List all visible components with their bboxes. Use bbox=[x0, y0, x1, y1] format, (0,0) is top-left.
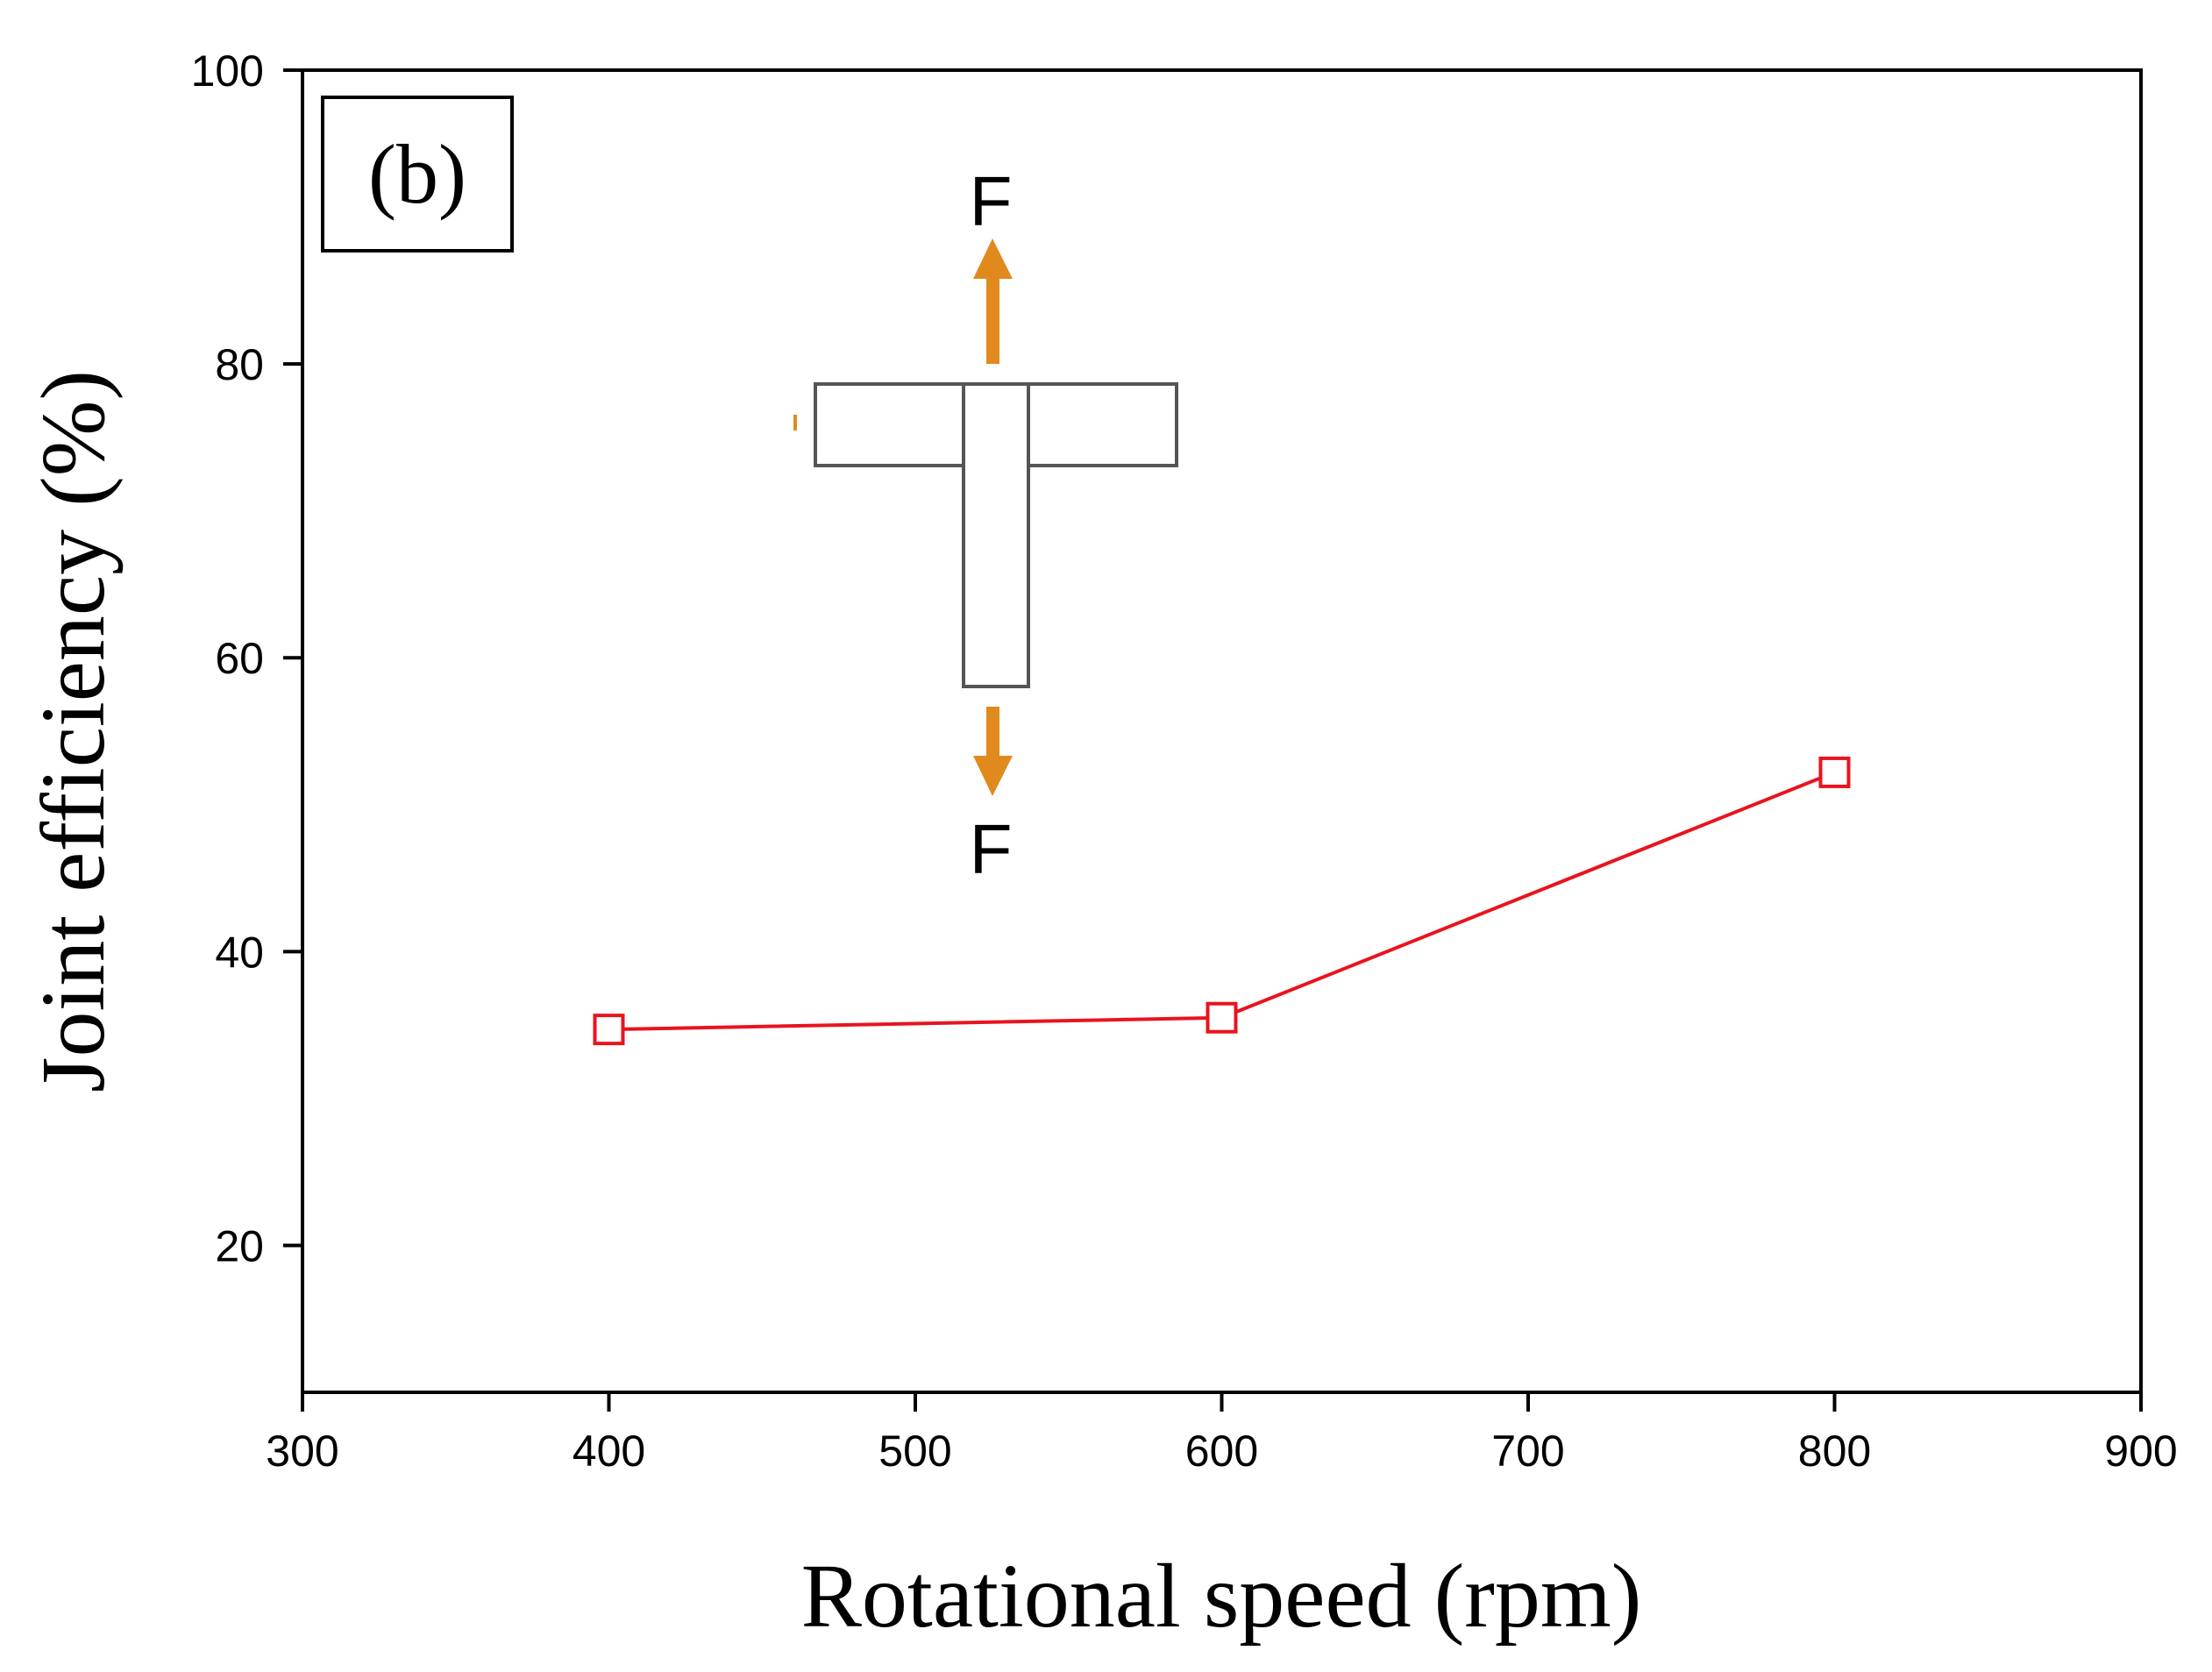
arrow-down-shaft bbox=[986, 707, 999, 761]
x-tick-label: 500 bbox=[878, 1427, 951, 1476]
y-tick-label: 100 bbox=[191, 46, 264, 96]
data-point-marker bbox=[593, 1014, 625, 1046]
y-axis-ticks: 20 40 60 80 100 bbox=[191, 46, 302, 1270]
y-tick-label: 80 bbox=[215, 340, 264, 389]
panel-label: (b) bbox=[368, 127, 466, 221]
x-tick-label: 600 bbox=[1185, 1427, 1258, 1476]
series-line bbox=[608, 771, 1836, 1032]
y-tick-label: 20 bbox=[215, 1221, 264, 1270]
x-tick-label: 400 bbox=[573, 1427, 645, 1476]
y-tick-label: 40 bbox=[215, 928, 264, 977]
x-tick-label: 800 bbox=[1798, 1427, 1871, 1476]
plot-frame bbox=[301, 68, 2143, 1394]
x-axis-ticks: 300 400 500 600 700 800 900 bbox=[266, 1392, 2178, 1476]
force-label-bottom: F bbox=[970, 810, 1013, 888]
x-axis-title: Rotational speed (rpm) bbox=[801, 1546, 1642, 1647]
x-tick-label: 700 bbox=[1491, 1427, 1564, 1476]
data-point-marker bbox=[1206, 1001, 1238, 1034]
y-axis-title: Joint efficiency (%) bbox=[23, 370, 124, 1092]
t-joint-web bbox=[962, 382, 1030, 688]
force-label-top: F bbox=[970, 162, 1013, 240]
x-tick-label: 900 bbox=[2104, 1427, 2177, 1476]
data-point-marker bbox=[1818, 756, 1851, 788]
arrow-up-head bbox=[973, 238, 1013, 279]
panel-label-box bbox=[321, 96, 514, 253]
y-tick-label: 60 bbox=[215, 634, 264, 683]
arrow-up-shaft bbox=[986, 267, 999, 364]
series-layer bbox=[593, 756, 1851, 1046]
force-arrow-down bbox=[973, 707, 1013, 796]
x-tick-label: 300 bbox=[266, 1427, 338, 1476]
arrow-down-head bbox=[973, 756, 1013, 796]
force-arrow-up bbox=[973, 238, 1013, 364]
t-joint-schematic: F F bbox=[793, 162, 1178, 888]
